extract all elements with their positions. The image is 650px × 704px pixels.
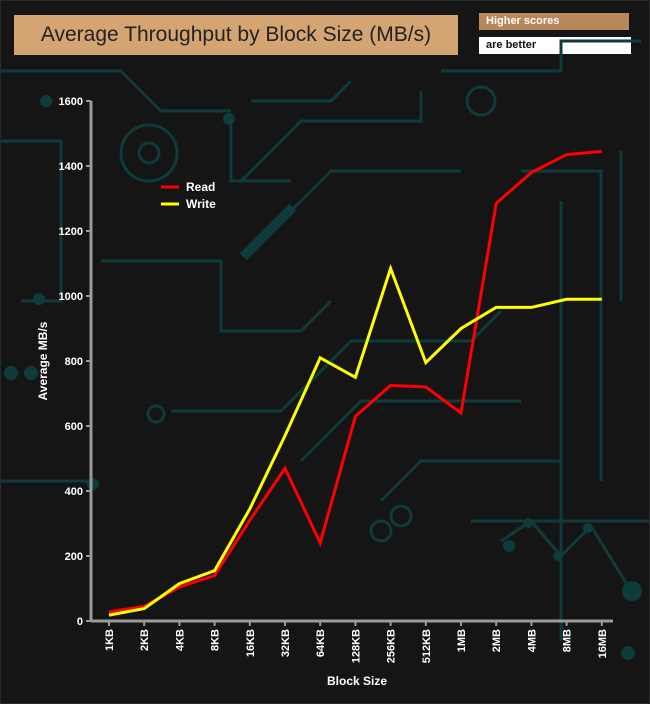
- y-tick-label: 1600: [59, 96, 83, 108]
- x-tick-label: 512KB: [421, 629, 433, 663]
- note-higher-scores: Higher scores: [479, 13, 629, 30]
- x-tick-label: 16KB: [245, 629, 257, 657]
- series-line-read: [108, 149, 602, 614]
- legend: Read Write: [161, 180, 216, 211]
- circuit-background: [1, 39, 649, 641]
- y-tick-label: 1200: [59, 226, 83, 238]
- x-tick-label: 2KB: [139, 629, 151, 651]
- x-tick-label: 128KB: [350, 629, 362, 663]
- y-tick-label: 200: [65, 551, 83, 563]
- x-axis-tick-labels: 1KB 2KB 4KB 8KB 16KB 32KB 64KB 128KB 256KB 512KB 1…: [104, 629, 609, 663]
- y-tick-label: 0: [77, 616, 83, 628]
- y-tick-label: 800: [65, 356, 83, 368]
- chart-title: Average Throughput by Block Size (MB/s): [14, 15, 458, 55]
- x-tick-label: 1KB: [104, 629, 116, 651]
- x-tick-label: 8KB: [210, 629, 222, 651]
- y-tick-label: 400: [65, 486, 83, 498]
- legend-label-read: Read: [186, 180, 215, 194]
- axes: [86, 100, 613, 626]
- x-tick-label: 1MB: [456, 629, 468, 652]
- x-tick-label: 4KB: [174, 629, 186, 651]
- legend-label-write: Write: [186, 197, 216, 211]
- y-tick-label: 600: [65, 421, 83, 433]
- x-tick-label: 256KB: [386, 629, 398, 663]
- x-tick-label: 64KB: [315, 629, 327, 657]
- x-tick-label: 2MB: [491, 629, 503, 652]
- y-tick-label: 1000: [59, 291, 83, 303]
- y-axis-title: Average MB/s: [36, 321, 50, 400]
- series-line-write: [108, 263, 602, 617]
- y-tick-label: 1400: [59, 161, 83, 173]
- x-tick-label: 16MB: [597, 629, 609, 658]
- y-axis-tick-labels: 0 200 400 600 800 1000 1200 1400 1600: [59, 96, 83, 628]
- series-lines: [108, 149, 602, 617]
- x-tick-label: 32KB: [280, 629, 292, 657]
- x-tick-label: 4MB: [526, 629, 538, 652]
- x-tick-label: 8MB: [562, 629, 574, 652]
- x-axis-title: Block Size: [327, 674, 387, 688]
